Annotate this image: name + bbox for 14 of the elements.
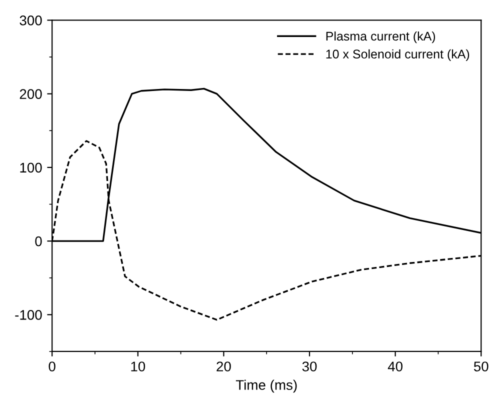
x-tick-label: 10 (131, 362, 146, 372)
y-tick-label: -100 (15, 310, 42, 320)
x-tick-label: 20 (216, 362, 231, 372)
x-tick-label: 0 (48, 362, 56, 372)
x-tick-label: 40 (388, 362, 402, 372)
legend-label: 10 x Solenoid current (kA) (326, 49, 470, 61)
legend-label: Plasma current (kA) (326, 31, 436, 44)
x-tick-label: 50 (474, 362, 488, 372)
x-tick-label: 30 (302, 362, 317, 372)
y-tick-label: 300 (20, 16, 42, 26)
x-axis-title: Time (ms) (236, 380, 297, 393)
y-tick-label: 200 (20, 89, 42, 99)
y-tick-label: 0 (35, 236, 42, 246)
y-tick-label: 100 (20, 162, 42, 173)
